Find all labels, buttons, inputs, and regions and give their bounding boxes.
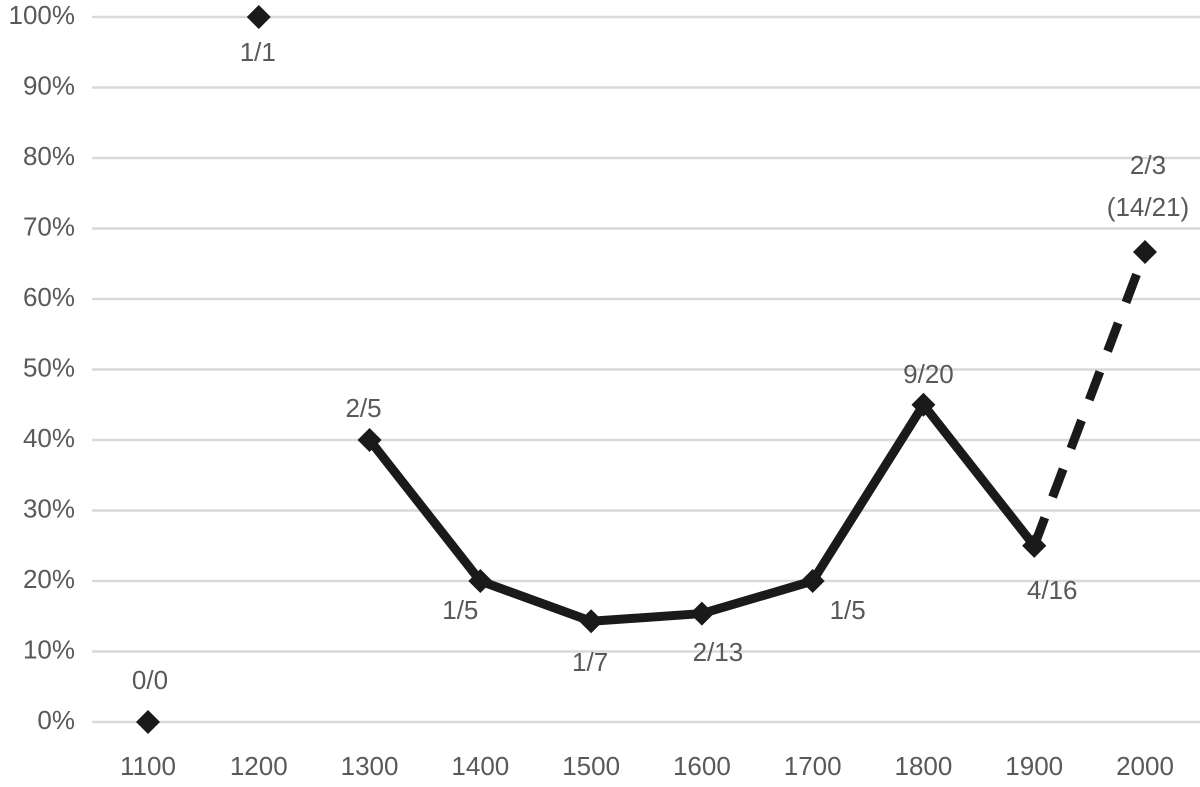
y-tick-label: 100% <box>9 0 76 30</box>
y-tick-label: 10% <box>23 634 75 664</box>
y-tick-label: 80% <box>23 141 75 171</box>
y-tick-label: 90% <box>23 70 75 100</box>
data-label: 2/13 <box>692 636 744 667</box>
marker <box>689 601 714 626</box>
y-tick-label: 20% <box>23 564 75 594</box>
data-label: 2/3 (14/21) <box>1106 149 1190 222</box>
y-tick-label: 70% <box>23 211 75 241</box>
x-tick-label: 1800 <box>895 751 953 781</box>
marker <box>246 5 271 29</box>
data-label: 1/1 <box>239 37 276 67</box>
y-tick-label: 40% <box>23 423 75 453</box>
x-tick-label: 2000 <box>1116 751 1174 781</box>
marker <box>136 710 160 734</box>
marker <box>800 569 825 593</box>
marker <box>357 428 382 452</box>
x-tick-label: 1300 <box>341 751 399 781</box>
x-tick-label: 1900 <box>1005 751 1063 781</box>
data-label: 1/7 <box>572 647 609 678</box>
series-line <box>1030 250 1150 548</box>
x-tick-label: 1700 <box>784 751 842 781</box>
x-tick-label: 1600 <box>673 751 731 781</box>
data-label: 4/16 <box>1026 574 1078 605</box>
x-tick-label: 1100 <box>120 751 176 781</box>
marker <box>468 569 493 593</box>
marker <box>579 609 604 634</box>
marker <box>1022 533 1047 558</box>
data-label: 9/20 <box>903 358 954 389</box>
y-tick-label: 60% <box>23 282 75 312</box>
x-tick-label: 1500 <box>562 751 620 781</box>
y-tick-label: 50% <box>23 352 75 382</box>
x-tick-label: 1400 <box>451 751 509 781</box>
y-tick-label: 0% <box>37 705 75 735</box>
marker <box>1133 239 1157 264</box>
data-label: 1/5 <box>829 595 866 625</box>
x-tick-label: 1200 <box>230 751 288 781</box>
marker <box>911 392 936 417</box>
y-tick-label: 30% <box>23 493 75 523</box>
data-label: 2/5 <box>345 393 382 423</box>
data-label: 0/0 <box>131 665 169 695</box>
data-label: 1/5 <box>442 595 479 625</box>
